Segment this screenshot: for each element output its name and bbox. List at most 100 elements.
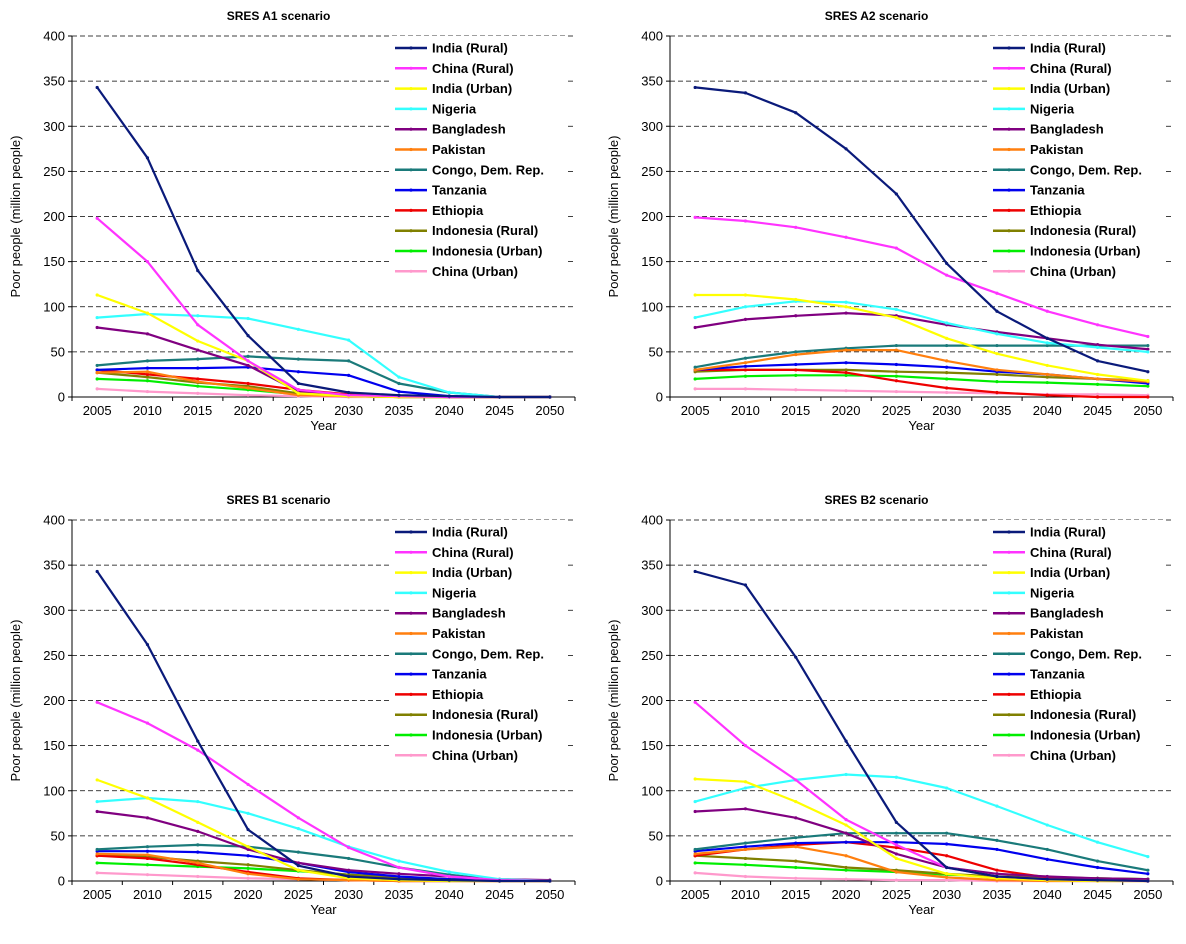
y-tick-label: 0 — [656, 874, 663, 889]
data-point — [246, 847, 250, 852]
chart-panel-b2: SRES B2 scenario 0 50 100 150 200 250 300 350 400… — [598, 484, 1183, 944]
legend-label: Ethiopia — [1030, 687, 1082, 702]
data-point — [743, 845, 748, 849]
legend-marker — [1007, 713, 1011, 717]
data-point — [1045, 309, 1049, 313]
data-point — [743, 387, 748, 391]
x-tick-label: 2045 — [485, 887, 514, 902]
data-point — [196, 391, 200, 395]
chart-title: SRES B2 scenario — [824, 493, 928, 507]
data-point — [246, 782, 250, 787]
data-point — [995, 372, 999, 377]
data-point — [945, 365, 949, 369]
legend-label: China (Rural) — [432, 61, 514, 76]
data-point — [743, 364, 748, 368]
series-line-4 — [695, 807, 1148, 881]
data-point — [145, 366, 150, 370]
data-point — [995, 847, 999, 852]
data-point — [246, 811, 250, 815]
data-point — [945, 842, 949, 846]
data-point — [894, 374, 898, 378]
y-tick-label: 200 — [641, 693, 663, 708]
legend-marker — [1007, 188, 1011, 192]
data-point — [844, 300, 848, 304]
data-point — [196, 314, 200, 318]
data-point — [397, 874, 401, 879]
data-point — [995, 380, 999, 384]
series-line-6 — [695, 832, 1148, 872]
legend-label: India (Urban) — [432, 565, 512, 580]
data-point — [1146, 872, 1150, 876]
legend-label: Indonesia (Rural) — [432, 223, 538, 238]
legend-marker — [1007, 87, 1011, 91]
data-point — [246, 386, 250, 390]
data-point — [894, 878, 898, 882]
legend-label: Bangladesh — [432, 122, 506, 137]
data-point — [1045, 375, 1049, 379]
legend-label: China (Rural) — [432, 545, 514, 560]
data-point — [95, 293, 99, 297]
legend-marker — [409, 713, 413, 717]
data-point — [693, 85, 697, 90]
data-point — [95, 363, 99, 368]
chart-title: SRES A2 scenario — [825, 9, 929, 23]
data-point — [246, 863, 250, 867]
legend-label: Tanzania — [1030, 667, 1085, 682]
data-point — [145, 389, 150, 394]
y-tick-label: 400 — [641, 513, 663, 528]
data-point — [1095, 377, 1100, 381]
data-point — [447, 870, 451, 874]
data-point — [844, 868, 848, 872]
series-line-10 — [695, 374, 1148, 388]
x-tick-label: 2030 — [932, 403, 961, 418]
data-point — [794, 655, 798, 659]
data-point — [945, 854, 949, 858]
data-point — [246, 845, 250, 849]
legend-marker — [1007, 229, 1011, 233]
legend-label: Congo, Dem. Rep. — [432, 646, 544, 661]
data-point — [145, 849, 150, 853]
data-point — [196, 861, 200, 865]
data-point — [794, 388, 798, 392]
data-point — [145, 816, 150, 820]
data-point — [95, 778, 99, 782]
data-point — [145, 372, 150, 377]
data-point — [844, 373, 848, 377]
data-point — [995, 332, 999, 336]
y-axis-label: Poor people (million people) — [606, 136, 621, 298]
y-tick-label: 350 — [641, 74, 663, 89]
data-point — [844, 840, 848, 844]
data-point — [693, 387, 697, 391]
data-point — [743, 807, 748, 811]
data-point — [794, 297, 798, 302]
data-point — [794, 799, 798, 804]
legend-marker — [1007, 611, 1011, 615]
legend-marker — [1007, 530, 1011, 534]
legend-marker — [409, 66, 413, 70]
data-point — [145, 332, 150, 336]
data-point — [894, 343, 898, 348]
data-point — [945, 371, 949, 375]
legend-marker — [1007, 269, 1011, 273]
data-point — [246, 876, 250, 880]
x-tick-label: 2045 — [1083, 887, 1112, 902]
data-point — [1045, 877, 1049, 881]
data-point — [894, 307, 898, 312]
data-point — [145, 845, 150, 849]
data-point — [447, 390, 451, 395]
y-tick-label: 200 — [641, 209, 663, 224]
legend-label: Ethiopia — [432, 687, 484, 702]
legend-marker — [1007, 571, 1011, 575]
legend-background — [389, 520, 565, 768]
data-point — [1095, 372, 1100, 377]
legend-label: Tanzania — [1030, 183, 1085, 198]
data-point — [95, 809, 99, 814]
y-tick-label: 400 — [641, 29, 663, 44]
data-point — [1045, 823, 1049, 827]
data-point — [894, 870, 898, 874]
data-point — [844, 361, 848, 365]
data-point — [95, 325, 99, 330]
data-point — [844, 147, 848, 151]
x-tick-label: 2035 — [982, 887, 1011, 902]
data-point — [246, 334, 250, 338]
